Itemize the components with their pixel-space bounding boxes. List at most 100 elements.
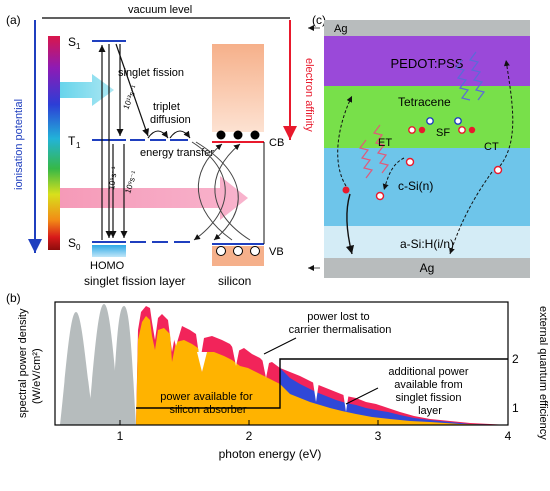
- ag-bottom-label: Ag: [420, 261, 435, 275]
- asi-layer: [324, 226, 530, 258]
- s0-sub: 0: [76, 243, 81, 252]
- s1-sub: 1: [76, 42, 81, 51]
- cb-electron-1: [216, 130, 226, 140]
- triplet-1: [408, 126, 416, 134]
- ct-label: CT: [484, 141, 499, 153]
- absorption-notch-5: [313, 382, 319, 402]
- hole-path-1: [337, 95, 353, 187]
- panel-b: (b) 1 2 3 4 2 1 photon energy (eV) spect…: [6, 291, 549, 461]
- s1-label: S: [68, 35, 76, 49]
- carrier-3: [375, 191, 385, 201]
- panel-c: (c) Ag PEDOT:PSS Tetracene c-Si(n) a-Si:…: [308, 13, 530, 278]
- rate-1-label: 10⁹s⁻¹: [107, 166, 119, 191]
- singlet-fission-layer-label: singlet fission layer: [84, 274, 185, 288]
- high-energy-photon-arrow: [60, 74, 114, 106]
- singlet-fission-label: singlet fission: [118, 67, 184, 79]
- spectrum-fills: [60, 304, 508, 425]
- energy-transfer-arc-3: [198, 143, 233, 241]
- sf-label: SF: [436, 127, 450, 139]
- annotation-lost: power lost to carrier thermalisation: [289, 311, 392, 336]
- annotation-additional-pointer: [345, 387, 379, 405]
- solar-spectrum-bar: [48, 36, 60, 250]
- ag-top-layer: [324, 20, 530, 36]
- ag-top-label: Ag: [334, 23, 347, 35]
- annotation-silicon-line-1: power available for: [160, 391, 253, 403]
- silicon-available-area: [136, 316, 508, 425]
- photon-wave-blue: [468, 51, 486, 101]
- energy-transfer-label: energy transfer: [140, 147, 214, 159]
- ionisation-potential-label: ionisation potential: [13, 99, 25, 190]
- sub-gap-peak-1: [60, 312, 94, 425]
- annotation-silicon-line-2: silicon absorber: [169, 404, 246, 416]
- silicon-label: silicon: [218, 274, 251, 288]
- exciton-1: [426, 117, 434, 125]
- asi-label: a-Si:H(i/n): [400, 237, 454, 251]
- triplet-diffusion-line-1: triplet: [153, 101, 180, 113]
- triplet-2: [418, 126, 426, 134]
- pedot-label: PEDOT:PSS: [391, 56, 464, 71]
- vacuum-level-label: vacuum level: [128, 4, 192, 16]
- annotation-silicon: power available for silicon absorber: [160, 391, 255, 416]
- diffusion-hop-1: [147, 130, 169, 139]
- panel-b-label: (b): [6, 291, 21, 305]
- eqe-step-line: [136, 358, 508, 409]
- transfer-path: [382, 157, 405, 191]
- panel-a-label: (a): [6, 13, 21, 27]
- electron-path-1: [449, 171, 493, 255]
- plot-frame: [54, 301, 509, 426]
- cb-label: CB: [269, 137, 284, 149]
- vb-hole-3: [250, 246, 260, 256]
- electron-path-2: [345, 193, 355, 255]
- pedot-layer: [324, 36, 530, 86]
- vb-hole-1: [216, 246, 226, 256]
- vb-label: VB: [269, 246, 284, 258]
- cb-electron-3: [250, 130, 260, 140]
- absorption-notch-2: [197, 352, 207, 372]
- t1-sub: 1: [76, 141, 81, 150]
- ag-bottom-layer: [324, 258, 530, 278]
- hole-path-2: [499, 59, 514, 167]
- triplet-diffusion-label: triplet diffusion: [150, 101, 191, 126]
- exciton-2: [454, 117, 462, 125]
- sub-gap-peak-3: [112, 306, 136, 425]
- csi-layer: [324, 148, 530, 226]
- absorption-notch-3: [232, 346, 240, 366]
- x-tick-label-2: 2: [246, 429, 253, 443]
- triplet-diffusion-line-2: diffusion: [150, 114, 191, 126]
- energy-transfer-arc-1: [191, 141, 226, 241]
- carrier-4: [493, 165, 503, 175]
- x-tick-label-1: 1: [117, 429, 124, 443]
- absorption-notch-4: [262, 358, 270, 378]
- photon-wave-blue-2: [454, 59, 471, 101]
- tetracene-layer: [324, 86, 530, 148]
- electron-affinity-label: electron affinity: [303, 58, 315, 132]
- y-right-tick-2: 2: [512, 352, 519, 366]
- annotation-additional-line-3: singlet fission: [395, 392, 461, 404]
- carrier-2: [342, 186, 350, 194]
- s0-label: S: [68, 236, 76, 250]
- x-tick-label-3: 3: [375, 429, 382, 443]
- y-left-label: spectral power density: [17, 308, 29, 418]
- homo-bar: [92, 245, 126, 257]
- carrier-1: [405, 157, 415, 167]
- absorption-notch-1: [170, 326, 182, 346]
- t1-label: T: [68, 134, 76, 148]
- absorption-notch-6: [343, 392, 349, 412]
- x-ticks: 1 2 3 4: [117, 420, 512, 443]
- energy-transfer-arc-4: [214, 143, 251, 241]
- cb-electron-2: [233, 130, 243, 140]
- y-right-tick-1: 1: [512, 401, 519, 415]
- low-energy-photon-arrow: [60, 176, 248, 220]
- panel-c-label: (c): [312, 13, 326, 27]
- y-right-label: external quantum efficiency: [537, 306, 549, 440]
- photon-wave-pink: [372, 124, 390, 174]
- x-tick-label-4: 4: [505, 429, 512, 443]
- triplet-3: [458, 126, 466, 134]
- annotation-lost-line-2: carrier thermalisation: [289, 324, 392, 336]
- x-axis-label: photon energy (eV): [219, 447, 322, 461]
- csi-label: c-Si(n): [398, 179, 433, 193]
- y-left-unit: (W/eV/cm²): [31, 348, 43, 404]
- et-label: ET: [378, 137, 392, 149]
- sub-gap-peak-2: [88, 304, 120, 425]
